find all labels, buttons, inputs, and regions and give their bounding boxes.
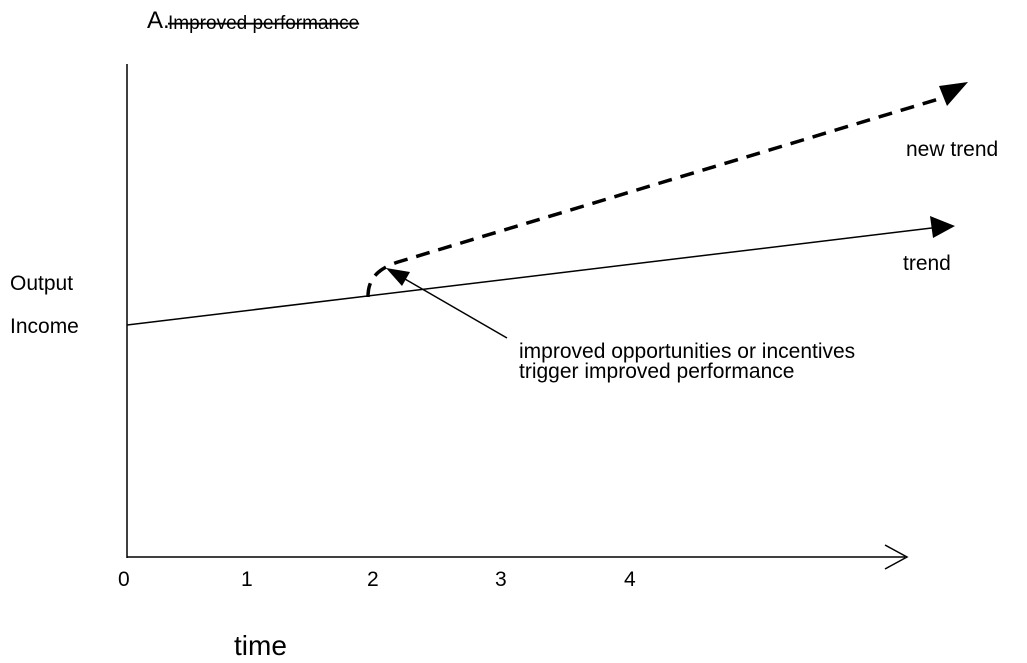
panel-title: Improved performance [168, 13, 359, 34]
annotation-line-1: improved opportunities or incentives [519, 340, 855, 363]
panel-letter: A. [147, 7, 170, 34]
x-tick-label: 0 [118, 568, 130, 591]
annotation-pointer [397, 274, 508, 339]
x-axis-arrowhead [884, 544, 909, 570]
new-trend-arrowhead [939, 82, 968, 106]
trend-label: trend [903, 252, 951, 275]
x-tick-label: 2 [367, 568, 379, 591]
y-label-output: Output [10, 272, 73, 295]
x-tick-label: 3 [495, 568, 507, 591]
x-tick-label: 4 [624, 568, 636, 591]
annotation-arrowhead [386, 268, 410, 286]
y-label-income: Income [10, 315, 79, 338]
annotation-line-2: trigger improved performance [519, 360, 794, 383]
trend-line [126, 226, 941, 326]
trend-arrowhead [930, 216, 955, 238]
new-trend-label: new trend [906, 138, 998, 161]
new-trend-line [366, 96, 943, 298]
x-tick-label: 1 [241, 568, 253, 591]
x-axis-title: time [234, 630, 287, 661]
